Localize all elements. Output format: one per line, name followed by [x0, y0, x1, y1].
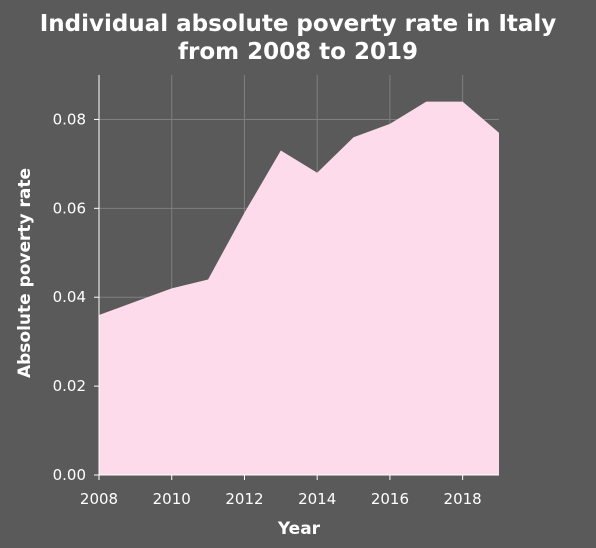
- chart-title-line-2: from 2008 to 2019: [178, 39, 418, 65]
- axes: 2008 2010 2012 2014 2016 2018 0.00 0.02 0.04 0.06…: [53, 75, 499, 508]
- y-tick-label-0.00: 0.00: [53, 466, 86, 484]
- y-axis-label: Absolute poverty rate: [15, 168, 35, 378]
- x-tick-label-2010: 2010: [153, 490, 191, 508]
- x-tick-label-2008: 2008: [80, 490, 118, 508]
- x-tick-label-2012: 2012: [225, 490, 263, 508]
- y-tick-label-0.08: 0.08: [53, 110, 86, 128]
- x-tick-label-2018: 2018: [444, 490, 482, 508]
- y-tick-label-0.04: 0.04: [53, 288, 86, 306]
- x-tick-label-2016: 2016: [371, 490, 409, 508]
- x-axis-label: Year: [277, 519, 321, 539]
- chart-title-line-1: Individual absolute poverty rate in Ital…: [40, 11, 557, 37]
- y-tick-label-0.02: 0.02: [53, 377, 86, 395]
- poverty-rate-area: [99, 101, 499, 476]
- x-tick-label-2014: 2014: [298, 490, 336, 508]
- y-tick-label-0.06: 0.06: [53, 199, 86, 217]
